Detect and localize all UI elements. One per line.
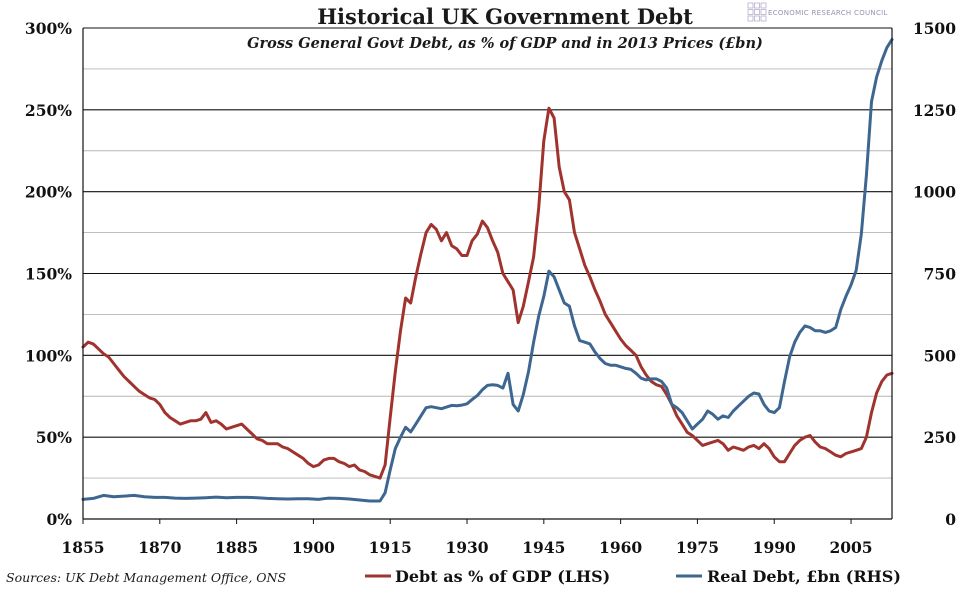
gridlines bbox=[83, 27, 892, 479]
left-tick-label: 50% bbox=[36, 428, 73, 447]
x-tick-label: 1915 bbox=[369, 538, 412, 557]
right-tick-label: 750 bbox=[924, 265, 957, 284]
left-tick-label: 0% bbox=[46, 510, 72, 529]
logo-square bbox=[747, 2, 754, 9]
x-tick-label: 1945 bbox=[522, 538, 565, 557]
series-line-debt-pct-gdp bbox=[81, 106, 894, 480]
right-tick-label: 500 bbox=[924, 346, 957, 365]
logo-square bbox=[760, 15, 767, 22]
logo-square bbox=[754, 15, 760, 22]
series-lines bbox=[81, 38, 894, 503]
logo-text: ECONOMIC RESEARCH COUNCIL bbox=[768, 9, 888, 17]
right-axis-ticks: 0 250 500 750 1000 1250 1500 bbox=[913, 19, 956, 529]
x-tick-label: 1870 bbox=[138, 538, 181, 557]
left-tick-label: 300% bbox=[25, 19, 72, 38]
right-tick-label: 1250 bbox=[913, 101, 956, 120]
legend-label: Debt as % of GDP (LHS) bbox=[395, 567, 610, 586]
x-tick-label: 1990 bbox=[753, 538, 796, 557]
x-axis-ticks: 1855 1870 1885 1900 1915 1930 1945 1960 1975 1990… bbox=[61, 519, 873, 557]
left-axis-ticks: 0% 50% 100% 150% 200% 250% 300% bbox=[25, 19, 72, 529]
right-tick-label: 1500 bbox=[913, 19, 956, 38]
left-tick-label: 250% bbox=[25, 101, 72, 120]
x-tick-label: 1960 bbox=[599, 538, 642, 557]
x-tick-label: 1900 bbox=[292, 538, 335, 557]
logo-square bbox=[754, 2, 760, 9]
x-tick-label: 1975 bbox=[676, 538, 719, 557]
left-tick-label: 150% bbox=[25, 265, 72, 284]
source-note: Sources: UK Debt Management Office, ONS bbox=[6, 570, 286, 585]
logo-square bbox=[747, 15, 754, 22]
right-tick-label: 0 bbox=[945, 510, 956, 529]
x-tick-label: 1855 bbox=[61, 538, 104, 557]
legend: Debt as % of GDP (LHS) Real Debt, £bn (RH… bbox=[365, 567, 901, 586]
axes bbox=[82, 28, 893, 520]
legend-label: Real Debt, £bn (RHS) bbox=[707, 567, 901, 586]
x-tick-label: 1885 bbox=[215, 538, 258, 557]
x-tick-label: 1930 bbox=[445, 538, 488, 557]
logo-square bbox=[747, 9, 754, 15]
logo-square bbox=[760, 9, 767, 15]
chart-subtitle: Gross General Govt Debt, as % of GDP and… bbox=[247, 35, 763, 52]
left-tick-label: 200% bbox=[25, 183, 72, 202]
logo-square bbox=[754, 9, 760, 15]
series-line-real-debt bbox=[81, 38, 894, 503]
right-tick-label: 250 bbox=[924, 428, 957, 447]
left-tick-label: 100% bbox=[25, 346, 72, 365]
chart-title: Historical UK Government Debt bbox=[317, 4, 693, 29]
logo-squares bbox=[747, 2, 767, 22]
logo-square bbox=[760, 2, 767, 9]
right-tick-label: 1000 bbox=[913, 183, 956, 202]
x-tick-label: 2005 bbox=[829, 538, 872, 557]
erc-logo: ECONOMIC RESEARCH COUNCIL bbox=[747, 2, 888, 22]
